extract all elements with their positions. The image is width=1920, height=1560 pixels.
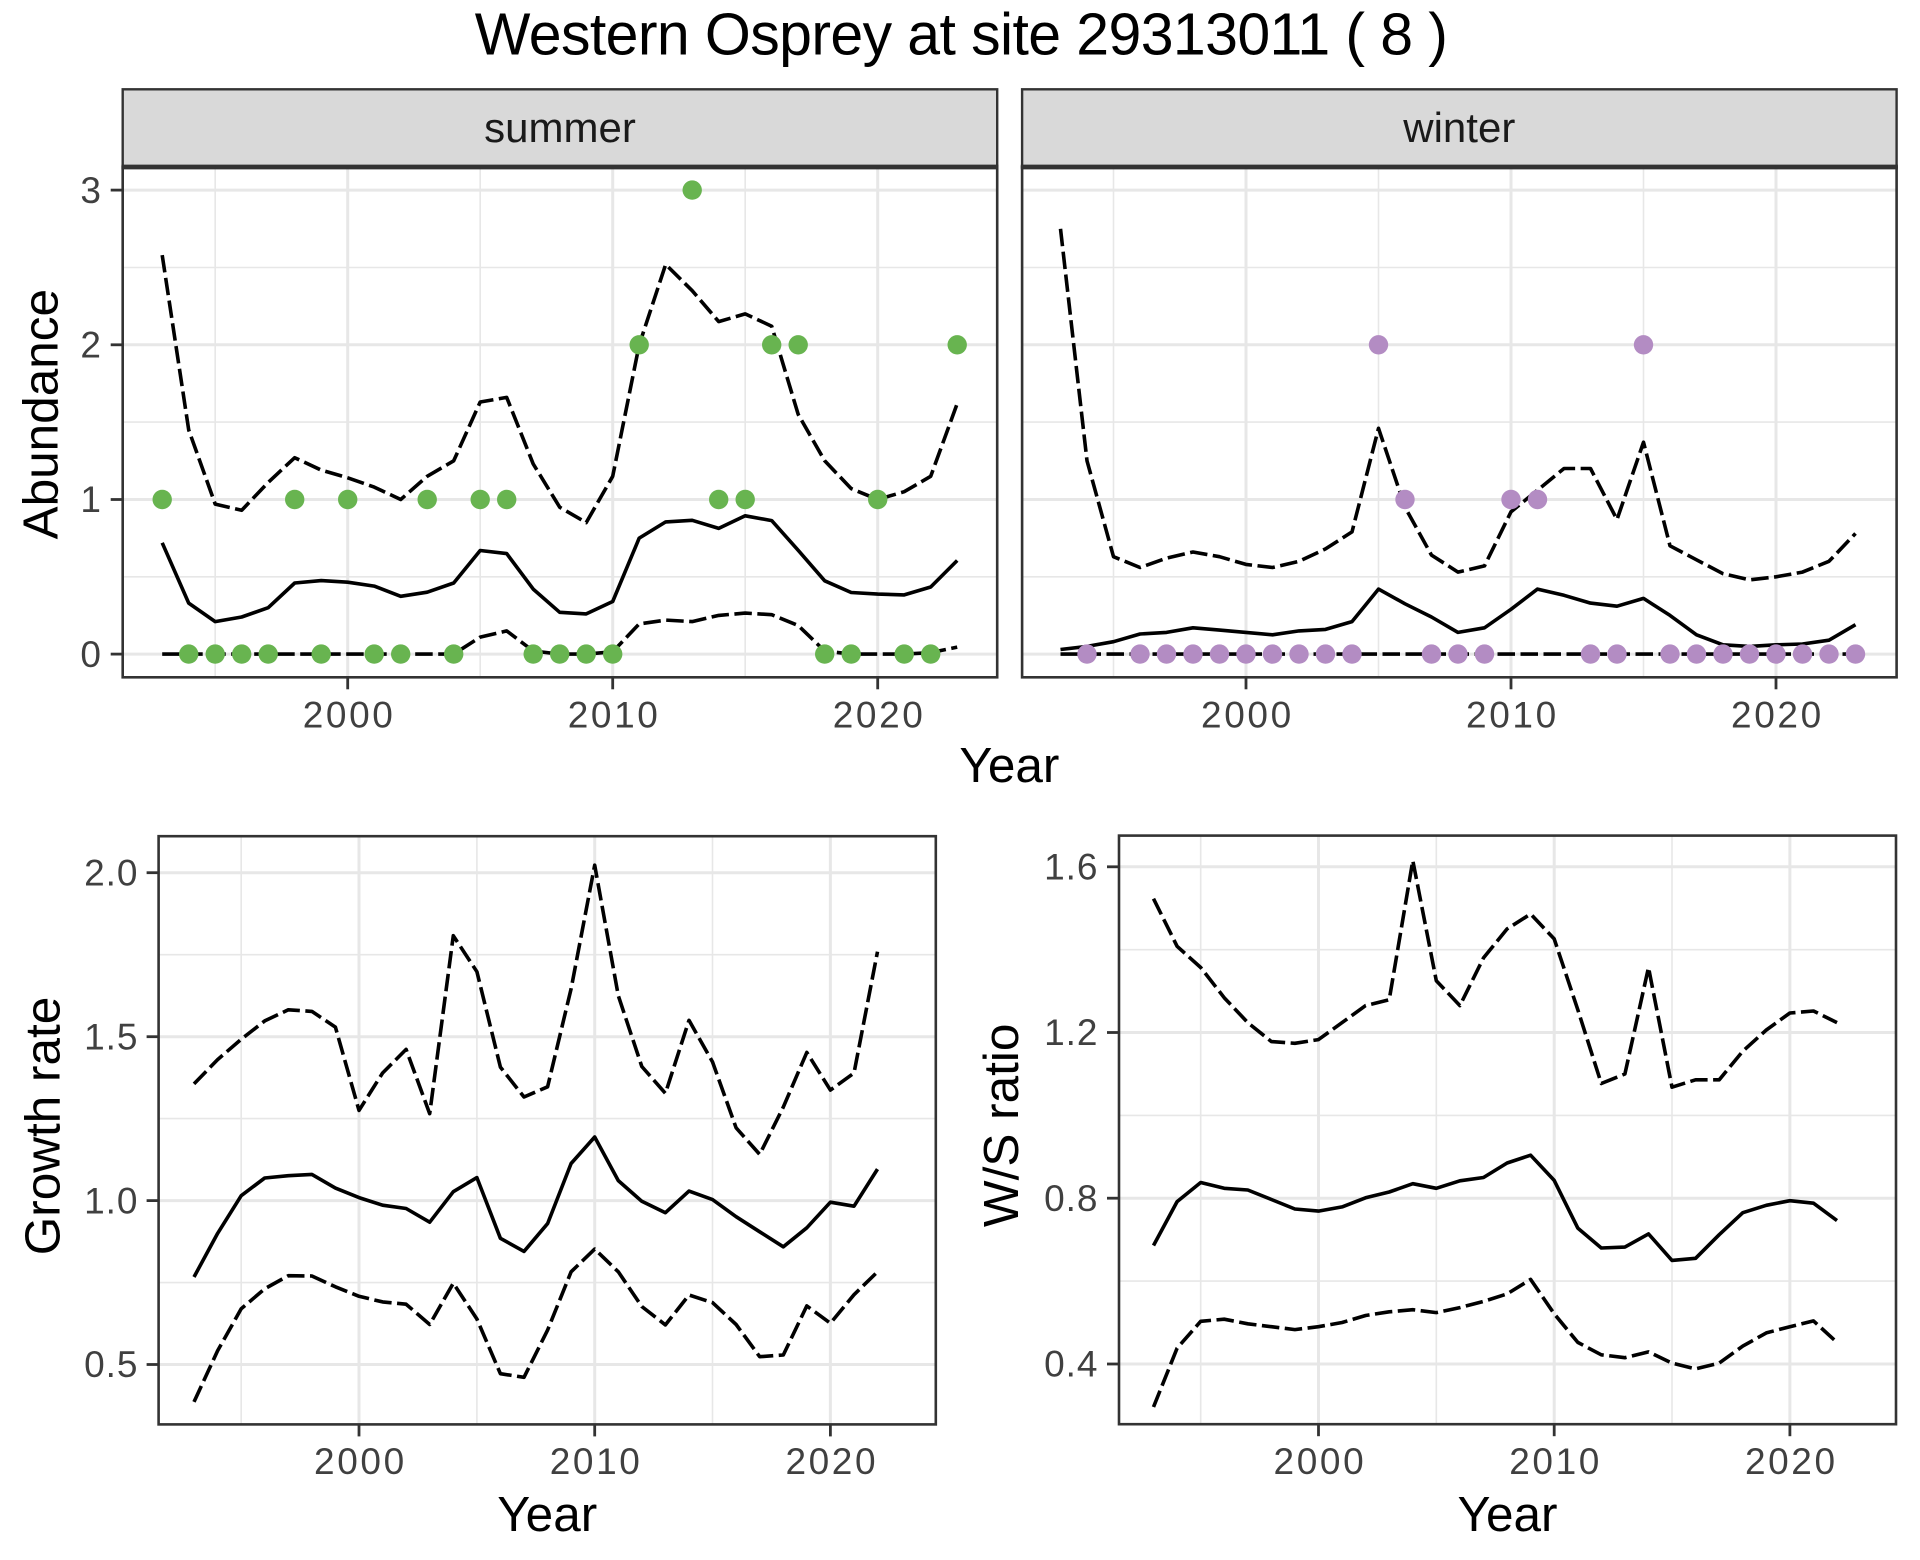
svg-text:2000: 2000	[1274, 1441, 1367, 1482]
svg-text:2000: 2000	[1201, 694, 1294, 735]
svg-text:2: 2	[80, 325, 101, 366]
svg-text:Year: Year	[497, 1487, 597, 1542]
svg-text:2010: 2010	[1466, 694, 1559, 735]
svg-text:2020: 2020	[833, 694, 926, 735]
svg-text:0.5: 0.5	[84, 1344, 138, 1385]
svg-text:2020: 2020	[1745, 1441, 1838, 1482]
svg-text:2000: 2000	[303, 694, 396, 735]
svg-text:1.6: 1.6	[1044, 847, 1098, 888]
svg-text:3: 3	[80, 170, 101, 211]
svg-text:Abundance: Abundance	[14, 289, 69, 539]
svg-text:2020: 2020	[1731, 694, 1824, 735]
svg-text:1.0: 1.0	[84, 1180, 138, 1221]
svg-text:1.2: 1.2	[1044, 1012, 1098, 1053]
svg-text:Growth rate: Growth rate	[16, 997, 71, 1256]
svg-text:1.5: 1.5	[84, 1016, 138, 1057]
svg-text:0: 0	[80, 634, 101, 675]
svg-text:2020: 2020	[785, 1441, 878, 1482]
svg-text:Year: Year	[1457, 1487, 1557, 1542]
svg-text:2000: 2000	[314, 1441, 407, 1482]
svg-text:2010: 2010	[1509, 1441, 1602, 1482]
svg-text:winter: winter	[1402, 104, 1515, 151]
svg-text:0.4: 0.4	[1044, 1344, 1098, 1385]
svg-text:2.0: 2.0	[84, 852, 138, 893]
svg-text:1: 1	[80, 479, 101, 520]
svg-text:0.8: 0.8	[1044, 1178, 1098, 1219]
svg-text:Year: Year	[959, 738, 1059, 793]
svg-text:W/S ratio: W/S ratio	[974, 1024, 1029, 1228]
svg-text:summer: summer	[484, 104, 636, 151]
svg-text:2010: 2010	[568, 694, 661, 735]
svg-text:2010: 2010	[550, 1441, 643, 1482]
svg-text:Western Osprey at site 2931301: Western Osprey at site 29313011 ( 8 )	[475, 2, 1448, 68]
